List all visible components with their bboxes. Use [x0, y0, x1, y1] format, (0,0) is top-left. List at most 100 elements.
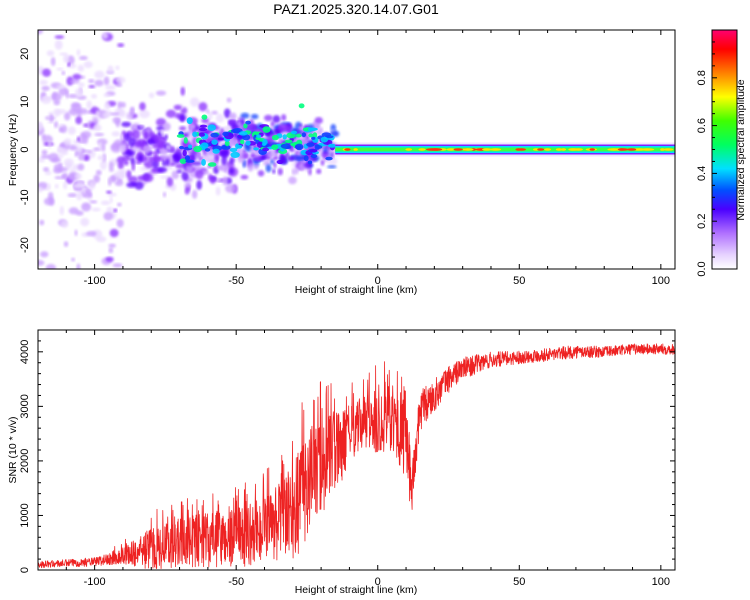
spectrogram-x-label: Height of straight line (km)	[295, 284, 418, 296]
spectrogram-y-tick-label: -20	[19, 237, 31, 253]
spectrogram-cell	[39, 219, 45, 226]
spectrogram-x-tick-label: 0	[375, 275, 381, 287]
spectrogram-cell	[101, 143, 106, 152]
spectrogram-cell	[54, 176, 64, 180]
spectrogram-cell	[243, 123, 248, 129]
spectrogram-y-ticks: 20 10 0 -10 -20	[19, 48, 31, 253]
spectrogram-cell	[47, 183, 51, 190]
spectrogram-cell	[310, 154, 318, 159]
spectrogram-cell	[44, 170, 52, 176]
spectrogram-cell	[88, 192, 92, 198]
spectrogram-cell	[108, 247, 114, 254]
carrier-peak	[344, 148, 351, 151]
spectrogram-cell	[178, 126, 187, 131]
spectrogram-cell	[330, 123, 337, 132]
spectrogram-cell	[320, 159, 325, 166]
spectrogram-cell	[210, 132, 219, 138]
spectrogram-cell	[129, 106, 134, 117]
spectrogram-cell	[175, 163, 186, 169]
spectrogram-cell	[105, 85, 116, 91]
spectrogram-cell	[199, 127, 208, 132]
spectrogram-cell	[75, 87, 84, 98]
snr-x-tick-label: 50	[513, 576, 525, 588]
spectrogram-cell	[106, 206, 114, 212]
spectrogram-cell	[160, 129, 165, 136]
spectrogram-cell	[312, 132, 318, 139]
spectrogram-cell	[87, 149, 92, 154]
spectrogram-cell	[308, 133, 314, 138]
spectrogram-cell	[49, 114, 54, 123]
spectrogram-cell	[48, 139, 52, 149]
spectrogram-cell	[314, 117, 323, 124]
spectrogram-cell	[240, 174, 249, 180]
spectrogram-cell	[76, 49, 81, 56]
spectrogram-x-ticks: -100 -50 0 50 100	[37, 30, 670, 287]
spectrogram-cell	[38, 30, 43, 35]
spectrogram-cell	[303, 155, 309, 162]
spectrogram-cell	[199, 124, 208, 128]
spectrogram-cell	[176, 169, 183, 173]
spectrogram-cell	[226, 97, 232, 103]
spectrogram-cell	[77, 64, 85, 72]
snr-panel: -100 -50 0 50 100 0 1000 2000 3000 4000 Height o…	[7, 329, 676, 596]
spectrogram-cell	[42, 68, 52, 77]
spectrogram-cell	[138, 154, 143, 162]
spectrogram-cell	[287, 155, 295, 162]
spectrogram-cell	[247, 163, 254, 172]
spectrogram-cell	[221, 149, 229, 159]
spectrogram-cell	[119, 133, 124, 140]
spectrogram-cell	[51, 157, 62, 163]
spectrogram-cell	[327, 143, 337, 148]
spectrogram-cell	[198, 132, 205, 137]
spectrogram-cell	[316, 168, 322, 175]
spectrogram-cell	[63, 181, 68, 190]
spectrogram-cell	[39, 79, 48, 86]
spectrogram-cell	[103, 93, 111, 97]
spectrogram-x-tick-label: 100	[652, 275, 670, 287]
spectrogram-cell	[96, 236, 107, 243]
spectrogram-cell	[67, 126, 76, 135]
spectrogram-cell	[295, 167, 299, 175]
spectrogram-cell	[186, 117, 193, 125]
spectrogram-cell	[111, 131, 121, 137]
spectrogram-cell	[109, 228, 119, 238]
spectrogram-cell	[114, 180, 124, 187]
spectrogram-cell	[250, 113, 259, 120]
spectrogram-cell	[78, 108, 88, 115]
spectrogram-cell	[143, 131, 149, 141]
carrier-peak	[405, 148, 413, 151]
spectrogram-cell	[74, 229, 78, 237]
spectrogram-cell	[72, 184, 82, 188]
spectrogram-cell	[78, 55, 88, 61]
spectrogram-cell	[188, 144, 193, 149]
snr-x-ticks: -100 -50 0 50 100	[37, 330, 670, 588]
spectrogram-cell	[75, 173, 82, 180]
spectrogram-cell	[114, 170, 126, 179]
spectrogram-cell	[166, 177, 174, 187]
snr-y-tick-label: 2000	[19, 449, 31, 473]
spectrogram-y-tick-label: 20	[19, 48, 31, 60]
spectrogram-cell	[176, 134, 185, 138]
spectrogram-cell	[272, 168, 276, 174]
spectrogram-cell	[152, 143, 162, 149]
spectrogram-cell	[113, 208, 118, 213]
spectrogram-cell	[115, 65, 120, 70]
spectrogram-cell	[94, 132, 105, 137]
spectrogram-cell	[81, 202, 92, 212]
spectrogram-cell	[262, 147, 270, 152]
spectrogram-cell	[280, 143, 291, 149]
spectrogram-cell	[290, 130, 298, 135]
spectrogram-cell	[88, 84, 96, 89]
spectrogram-cell	[265, 164, 272, 173]
spectrogram-cell	[327, 165, 337, 169]
spectrogram-cell	[309, 149, 318, 153]
spectrogram-cell	[78, 152, 86, 161]
spectrogram-cell	[77, 163, 85, 171]
spectrogram-carrier-band	[335, 142, 675, 157]
spectrogram-cell	[239, 139, 245, 145]
spectrogram-cell	[189, 97, 200, 107]
spectrogram-cell	[204, 148, 211, 152]
carrier-peak	[568, 148, 576, 151]
spectrogram-cell	[76, 263, 81, 269]
